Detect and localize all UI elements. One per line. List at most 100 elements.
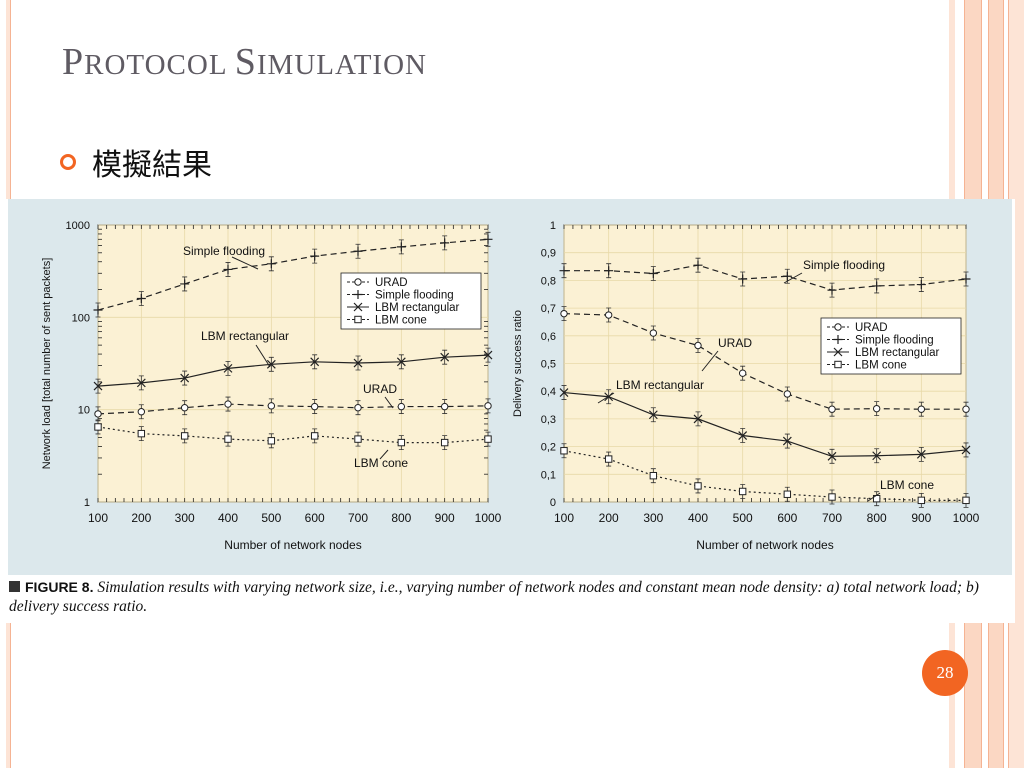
series-annotation: URAD — [363, 382, 397, 396]
series-annotation: LBM rectangular — [201, 329, 289, 343]
y-tick-label: 0,2 — [541, 442, 556, 454]
y-tick-label: 0,4 — [541, 386, 556, 398]
annotation-leader — [597, 392, 615, 404]
page-title: PROTOCOL SIMULATION — [62, 40, 427, 84]
data-point — [560, 309, 568, 318]
data-point — [649, 471, 658, 480]
data-point — [604, 311, 613, 319]
data-point — [94, 410, 102, 418]
data-point — [137, 429, 146, 438]
annotation-leader — [231, 256, 259, 270]
legend-label: URAD — [375, 277, 408, 289]
annotation-leader — [379, 449, 389, 460]
data-point — [827, 285, 837, 295]
title-rest-2: IMULATION — [256, 49, 427, 81]
series-annotation: Simple flooding — [803, 258, 885, 272]
series-line — [564, 264, 967, 291]
series-line — [97, 403, 489, 415]
series-lbm-rectangular — [559, 385, 971, 464]
data-point — [397, 438, 406, 447]
legend-marker — [833, 335, 843, 344]
data-point — [440, 238, 450, 248]
legend-label: LBM rectangular — [855, 347, 940, 359]
y-axis-label: Delivery success ratio — [512, 310, 524, 417]
data-point — [648, 410, 658, 420]
bullet-icon — [60, 154, 76, 170]
data-point — [266, 259, 276, 269]
data-point — [310, 432, 319, 440]
y-tick-label: 0,1 — [541, 469, 556, 481]
data-point — [827, 451, 837, 461]
caption-label: FIGURE 8. — [25, 579, 94, 595]
caption-square-icon — [9, 581, 20, 592]
data-point — [962, 496, 970, 505]
data-point — [694, 482, 702, 490]
y-tick-label: 100 — [72, 312, 90, 324]
data-point — [693, 260, 703, 270]
data-point — [180, 404, 189, 412]
data-point — [782, 436, 792, 446]
data-point — [310, 402, 319, 411]
data-point — [223, 264, 233, 274]
data-point — [397, 402, 406, 411]
data-point — [440, 402, 449, 411]
caption-text: Simulation results with varying network … — [9, 579, 979, 615]
data-point — [916, 449, 926, 459]
x-tick-label: 300 — [643, 511, 663, 525]
data-point — [483, 234, 493, 244]
annotation-leader — [255, 344, 271, 368]
legend-label: URAD — [855, 322, 888, 334]
series-annotation: LBM rectangular — [616, 378, 704, 392]
legend-marker — [354, 278, 362, 286]
x-tick-label: 200 — [131, 511, 151, 525]
data-point — [962, 405, 970, 413]
data-point — [484, 402, 492, 410]
data-point — [224, 400, 232, 408]
data-point — [917, 405, 926, 413]
data-point — [224, 435, 232, 443]
legend-marker — [353, 290, 363, 299]
data-point — [266, 359, 276, 369]
data-point — [828, 493, 836, 501]
x-tick-label: 700 — [822, 511, 842, 525]
x-tick-label: 100 — [88, 511, 108, 525]
data-point — [136, 378, 146, 388]
data-point — [93, 381, 103, 391]
data-point — [961, 445, 971, 455]
data-point — [738, 431, 748, 440]
bullet-item: 模擬結果 — [60, 140, 212, 184]
y-axis-label: Network load [total number of sent packe… — [41, 258, 53, 470]
data-point — [93, 305, 103, 315]
data-point — [738, 369, 747, 377]
data-point — [782, 271, 792, 281]
data-point — [354, 435, 362, 443]
x-axis-label: Number of network nodes — [224, 538, 361, 552]
data-point — [353, 358, 363, 368]
data-point — [783, 390, 792, 398]
x-tick-label: 1000 — [475, 511, 502, 525]
data-point — [649, 329, 658, 337]
page-number: 28 — [922, 650, 968, 696]
data-point — [180, 279, 190, 289]
figure-panel: 100 200 300 400 500 600 700 800 900 1000 1 10 100 100… — [8, 199, 1012, 575]
data-point — [917, 496, 926, 505]
legend-label: LBM cone — [375, 315, 427, 327]
figure-caption: FIGURE 8. Simulation results with varyin… — [9, 578, 1009, 616]
x-tick-label: 400 — [688, 511, 708, 525]
x-tick-label: 600 — [777, 511, 797, 525]
series-urad — [94, 396, 492, 422]
x-tick-label: 900 — [911, 511, 931, 525]
series-lbm-cone — [560, 443, 970, 508]
data-point — [693, 414, 703, 424]
title-rest: ROTOCOL — [84, 49, 235, 81]
data-point — [267, 437, 276, 445]
y-tick-label: 10 — [78, 405, 90, 417]
series-lbm-cone — [94, 419, 492, 450]
data-point — [560, 447, 568, 455]
series-annotation: LBM cone — [354, 456, 408, 470]
x-tick-label: 500 — [733, 511, 753, 525]
series-annotation: LBM cone — [880, 478, 934, 492]
data-point — [484, 435, 492, 443]
y-tick-label: 0,7 — [541, 303, 556, 315]
x-tick-label: 300 — [175, 511, 195, 525]
